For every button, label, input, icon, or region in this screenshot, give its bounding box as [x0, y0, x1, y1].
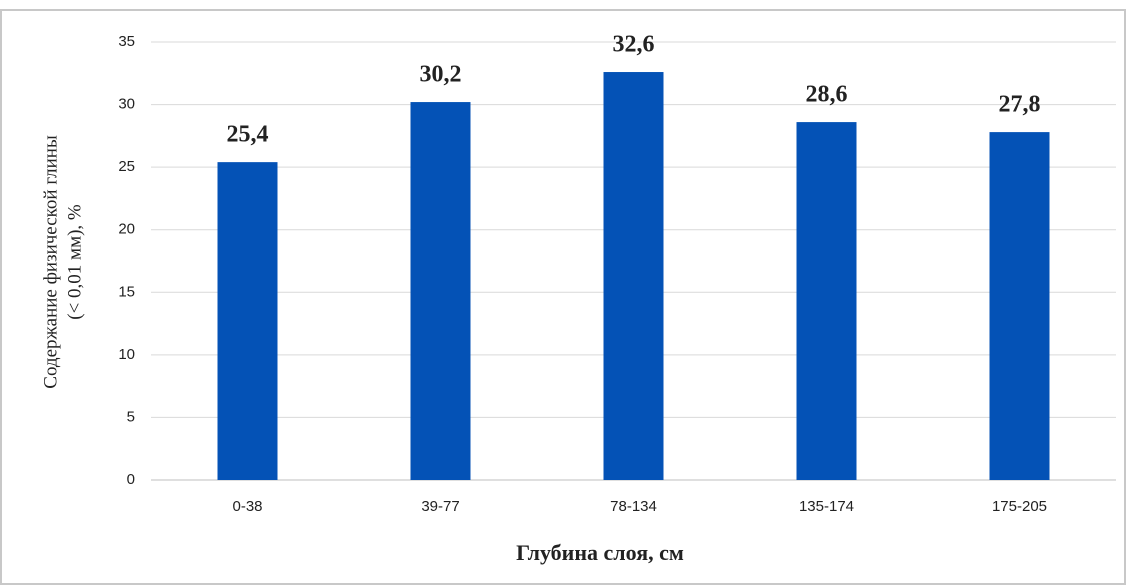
- y-tick-label: 30: [118, 96, 135, 113]
- bar: [989, 132, 1050, 481]
- x-tick-label: 175-205: [992, 498, 1047, 515]
- y-tick-label: 20: [118, 221, 135, 238]
- y-tick-label: 0: [127, 471, 135, 488]
- bar: [410, 102, 471, 480]
- y-tick-label: 10: [118, 346, 135, 363]
- data-label: 27,8: [999, 92, 1041, 118]
- x-axis-title: Глубина слоя, см: [516, 540, 684, 565]
- y-tick-label: 5: [127, 408, 135, 425]
- bar: [603, 72, 664, 480]
- y-axis-title: Содержание физической глины (< 0,01 мм),…: [40, 135, 85, 389]
- y-tick-label: 35: [118, 33, 135, 50]
- x-tick-label: 78-134: [610, 498, 657, 515]
- y-tick-label: 25: [118, 158, 135, 175]
- bar: [796, 122, 857, 480]
- chart-border: [0, 9, 1126, 585]
- x-tick-label: 39-77: [421, 498, 459, 515]
- y-tick-label: 15: [118, 283, 135, 300]
- x-tick-label: 135-174: [799, 498, 854, 515]
- data-label: 28,6: [806, 82, 848, 108]
- y-axis-title-line: Содержание физической глины: [40, 135, 61, 389]
- x-tick-label: 0-38: [232, 498, 262, 515]
- data-label: 30,2: [420, 62, 462, 88]
- y-axis-title-line: (< 0,01 мм), %: [64, 204, 85, 320]
- data-label: 25,4: [227, 122, 269, 148]
- bar: [217, 162, 278, 480]
- data-label: 32,6: [613, 32, 655, 58]
